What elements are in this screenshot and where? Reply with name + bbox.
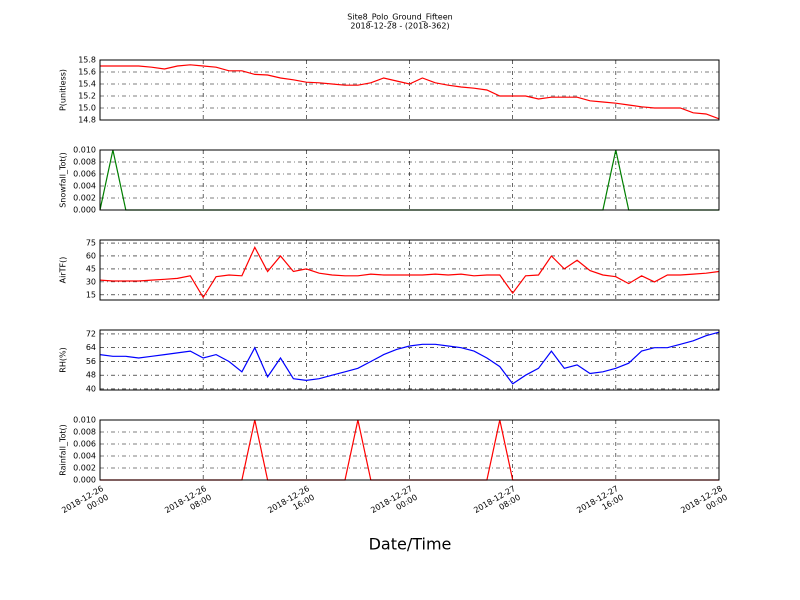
y-tick-label: 15.0 — [78, 104, 96, 113]
y-tick-label: 60 — [86, 251, 96, 260]
y-tick-label: 45 — [86, 264, 96, 273]
chart-subtitle: 2018-12-28 - (2018-362) — [350, 22, 449, 31]
y-tick-label: 0.004 — [73, 182, 96, 191]
y-tick-label: 64 — [86, 343, 96, 352]
x-axis-label: Date/Time — [369, 535, 452, 554]
y-axis-label: RH(%) — [59, 347, 68, 372]
y-tick-label: 48 — [86, 371, 96, 380]
data-line — [99, 245, 720, 299]
y-tick-label: 30 — [86, 277, 96, 286]
y-axis-label: P(unitless) — [59, 69, 68, 111]
y-tick-label: 0.000 — [73, 206, 96, 215]
y-tick-label: 0.008 — [73, 158, 96, 167]
panel-frame — [99, 59, 720, 121]
y-tick-label: 0.010 — [73, 416, 96, 425]
y-tick-label: 15.4 — [78, 80, 96, 89]
y-tick-label: 75 — [86, 239, 96, 248]
y-tick-label: 72 — [86, 329, 96, 338]
panel-frame — [99, 149, 720, 211]
y-tick-label: 0.006 — [73, 440, 96, 449]
panel-frame — [99, 239, 720, 301]
y-tick-label: 56 — [86, 357, 96, 366]
y-tick-label: 0.002 — [73, 464, 96, 473]
y-tick-label: 0.006 — [73, 170, 96, 179]
y-tick-label: 15.8 — [78, 56, 96, 65]
y-tick-label: 14.8 — [78, 116, 96, 125]
y-tick-label: 0.010 — [73, 146, 96, 155]
y-axis-label: Rainfall_Tot() — [59, 424, 68, 476]
y-tick-label: 15.2 — [78, 92, 96, 101]
panel-frame — [99, 329, 720, 391]
panel-frame — [99, 419, 720, 481]
y-axis-label: AirTF() — [59, 257, 68, 284]
y-tick-label: 0.000 — [73, 476, 96, 485]
data-line — [100, 64, 720, 120]
y-tick-label: 0.002 — [73, 194, 96, 203]
y-tick-label: 0.004 — [73, 452, 96, 461]
y-tick-label: 15 — [86, 290, 96, 299]
y-tick-label: 40 — [86, 384, 96, 393]
y-tick-label: 15.6 — [78, 68, 96, 77]
y-tick-label: 0.008 — [73, 428, 96, 437]
data-line — [99, 331, 720, 385]
y-axis-label: Snowfall_Tot() — [59, 152, 68, 208]
chart-title: Site8_Polo_Ground_Fifteen — [347, 13, 452, 22]
